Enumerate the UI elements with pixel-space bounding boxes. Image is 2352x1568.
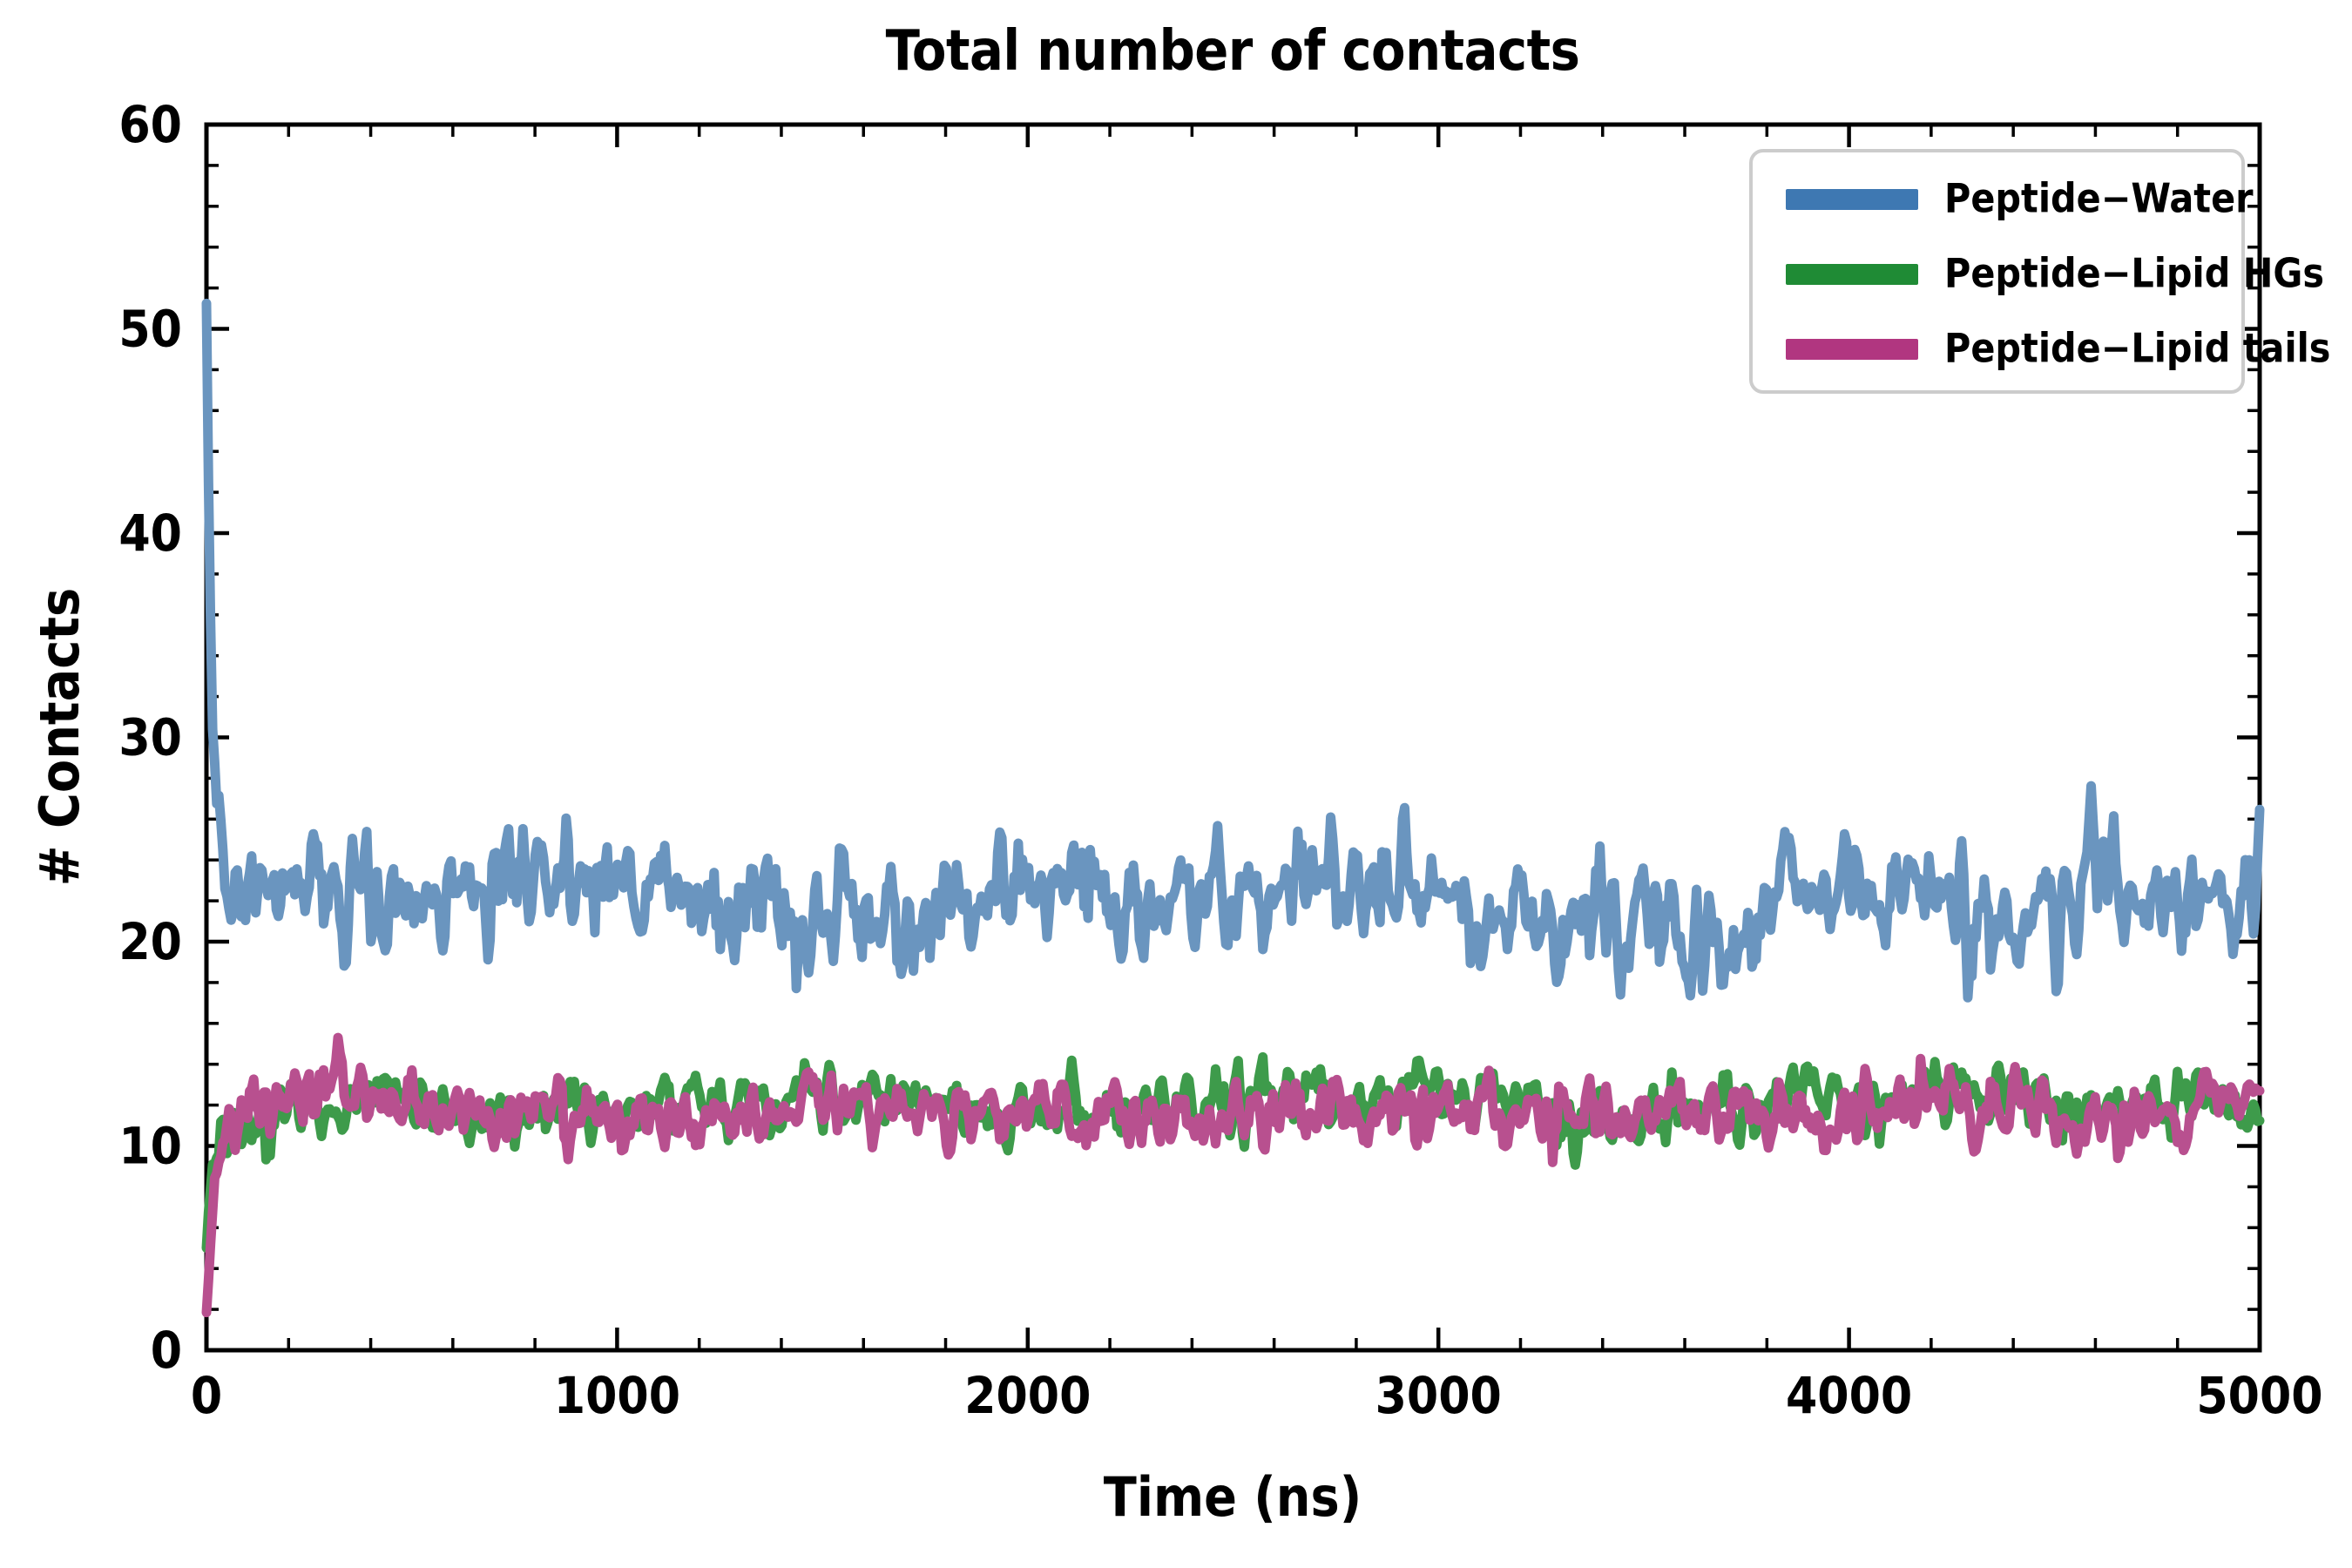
series-line-peptide-lipid-tails — [201, 1032, 2265, 1318]
legend-swatch-1[interactable] — [1786, 264, 1918, 285]
x-tick-label: 3000 — [1375, 1366, 1502, 1425]
legend-swatch-2[interactable] — [1786, 339, 1918, 360]
y-tick-label: 10 — [118, 1117, 182, 1176]
legend-box — [1749, 149, 2245, 394]
legend-label-0[interactable]: Peptide−Water — [1944, 175, 2254, 222]
data-series-group — [201, 298, 2265, 1318]
x-tick-label: 2000 — [964, 1366, 1091, 1425]
series-line-peptide-water — [201, 298, 2265, 1003]
y-tick-label: 0 — [151, 1321, 182, 1380]
y-tick-label: 50 — [118, 300, 182, 359]
chart-legend[interactable]: Peptide−Water Peptide−Lipid HGs Peptide−Li… — [1749, 149, 2330, 394]
y-tick-label: 20 — [118, 912, 182, 971]
axis-tick-labels: 0 10 20 30 40 50 60 0 1000 2000 3000 4000 5000 — [118, 95, 2322, 1425]
y-tick-label: 30 — [118, 708, 182, 767]
chart-title: Total number of contacts — [886, 19, 1580, 84]
legend-label-1[interactable]: Peptide−Lipid HGs — [1944, 250, 2324, 297]
x-tick-label: 4000 — [1786, 1366, 1912, 1425]
x-tick-label: 5000 — [2196, 1366, 2322, 1425]
y-tick-label: 60 — [118, 95, 182, 154]
y-tick-label: 40 — [118, 504, 182, 563]
legend-label-2[interactable]: Peptide−Lipid tails — [1944, 325, 2330, 372]
x-tick-label: 1000 — [554, 1366, 680, 1425]
x-tick-label: 0 — [191, 1366, 222, 1425]
plot-frame — [204, 122, 2262, 1353]
y-axis-label: # Contacts — [28, 588, 91, 886]
legend-swatch-0[interactable] — [1786, 189, 1918, 210]
x-axis-label: Time (ns) — [1104, 1465, 1362, 1529]
